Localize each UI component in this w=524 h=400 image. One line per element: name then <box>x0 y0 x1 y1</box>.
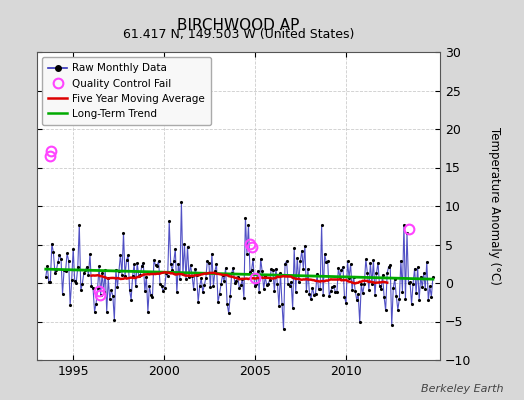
Text: BIRCHWOOD AP: BIRCHWOOD AP <box>177 18 300 33</box>
Text: Berkeley Earth: Berkeley Earth <box>421 384 503 394</box>
Text: 61.417 N, 149.503 W (United States): 61.417 N, 149.503 W (United States) <box>123 28 354 41</box>
Y-axis label: Temperature Anomaly (°C): Temperature Anomaly (°C) <box>488 127 501 285</box>
Legend: Raw Monthly Data, Quality Control Fail, Five Year Moving Average, Long-Term Tren: Raw Monthly Data, Quality Control Fail, … <box>42 57 211 125</box>
